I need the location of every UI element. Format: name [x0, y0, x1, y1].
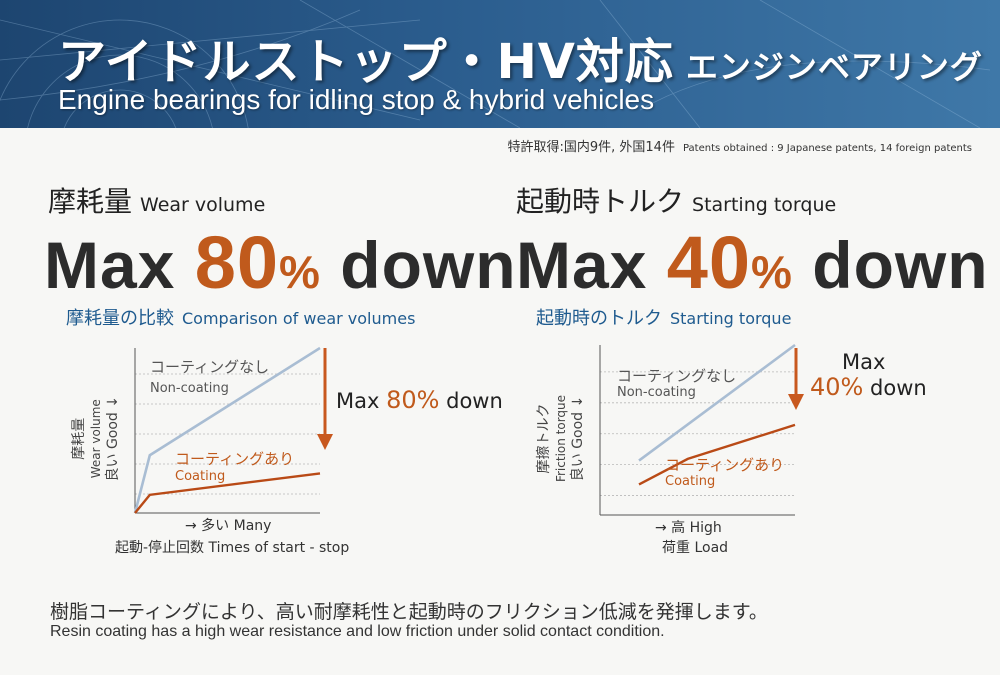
footer-description-en: Resin coating has a high wear resistance… — [50, 623, 665, 640]
y-axis-label: Wear volume — [89, 399, 103, 478]
banner-title-english: Engine bearings for idling stop & hybrid… — [58, 84, 655, 115]
wear-big-num: 80 — [194, 221, 280, 304]
x-axis-label: → 高 High — [655, 519, 722, 536]
banner-blueprint-art — [0, 0, 991, 128]
series-label-non-coating-jp: コーティングなし — [150, 358, 269, 376]
series-label-coating-en: Coating — [665, 474, 715, 489]
wear-arrow-annotation: Max 80% down — [336, 386, 503, 414]
patents-en: Patents obtained : 9 Japanese patents, 1… — [682, 143, 972, 154]
torque-big-pre: Max — [516, 228, 667, 302]
series-line-non-coating — [133, 346, 321, 514]
x-axis-label: 荷重 Load — [662, 540, 728, 556]
wear-reduction-headline: Max 80% down — [44, 220, 517, 305]
annotation-post: down — [863, 376, 926, 400]
wear-chart-caption: 摩耗量の比較 Comparison of wear volumes — [66, 304, 415, 330]
torque-heading-jp: 起動時トルク — [516, 185, 685, 218]
header-banner: アイドルストップ・HV対応 エンジンベアリング Engine bearings f… — [0, 0, 1000, 128]
footer-description-jp: 樹脂コーティングにより、高い耐摩耗性と起動時のフリクション低減を発揮します。 — [50, 601, 768, 623]
torque-arrow-annotation: 40% down — [810, 373, 927, 401]
y-axis-label: 良い Good ↓ — [105, 396, 121, 482]
reduction-arrow-head — [317, 434, 333, 450]
patents-jp: 特許取得:国内9件, 外国14件 — [507, 140, 675, 155]
wear-big-post: down — [320, 228, 517, 302]
y-axis-label: Friction torque — [554, 395, 568, 482]
series-line-coating — [638, 423, 796, 486]
wear-big-pct: % — [279, 246, 321, 298]
x-axis-label: → 多い Many — [185, 517, 271, 534]
annotation-post: down — [439, 389, 502, 413]
wear-heading-en: Wear volume — [140, 194, 266, 216]
series-line-non-coating — [638, 343, 796, 462]
reduction-arrow-head — [788, 394, 804, 410]
torque-heading-en: Starting torque — [692, 194, 837, 216]
torque-annotation-line1: Max — [842, 350, 885, 374]
torque-reduction-headline: Max 40% down — [516, 220, 989, 305]
torque-caption-jp: 起動時のトルク — [536, 308, 662, 329]
wear-caption-jp: 摩耗量の比較 — [66, 308, 174, 329]
banner-title-sub: エンジンベアリング — [685, 48, 983, 86]
torque-caption-en: Starting torque — [670, 309, 792, 328]
wear-heading-jp: 摩耗量 — [48, 185, 133, 218]
torque-heading: 起動時トルク Starting torque — [516, 180, 836, 220]
wear-heading: 摩耗量 Wear volume — [48, 180, 265, 220]
y-axis-label: 摩擦トルク — [535, 404, 552, 474]
y-axis-label: 摩耗量 — [70, 418, 87, 460]
x-axis-label: 起動-停止回数 Times of start - stop — [115, 539, 349, 556]
series-label-non-coating-en: Non-coating — [150, 381, 229, 396]
series-label-coating-jp: コーティングあり — [175, 450, 294, 468]
torque-big-pct: % — [751, 246, 793, 298]
annotation-pre: Max — [336, 389, 386, 413]
series-label-non-coating-jp: コーティングなし — [617, 367, 736, 385]
banner-title-main: アイドルストップ・HV対応 — [58, 34, 674, 90]
torque-big-post: down — [792, 228, 989, 302]
series-label-coating-jp: コーティングあり — [665, 456, 784, 474]
torque-chart-caption: 起動時のトルク Starting torque — [536, 304, 791, 330]
wear-caption-en: Comparison of wear volumes — [182, 309, 416, 328]
patents-line: 特許取得:国内9件, 外国14件 Patents obtained : 9 Jap… — [507, 136, 972, 155]
series-label-coating-en: Coating — [175, 469, 225, 484]
series-label-non-coating-en: Non-coating — [617, 385, 696, 400]
annotation-num: 40% — [810, 373, 863, 401]
wear-big-pre: Max — [44, 228, 195, 302]
torque-big-num: 40 — [666, 221, 752, 304]
series-line-coating — [134, 472, 321, 514]
annotation-num: 80% — [386, 386, 439, 414]
y-axis-label: 良い Good ↓ — [570, 396, 586, 482]
banner-title: アイドルストップ・HV対応 エンジンベアリング — [58, 22, 983, 92]
